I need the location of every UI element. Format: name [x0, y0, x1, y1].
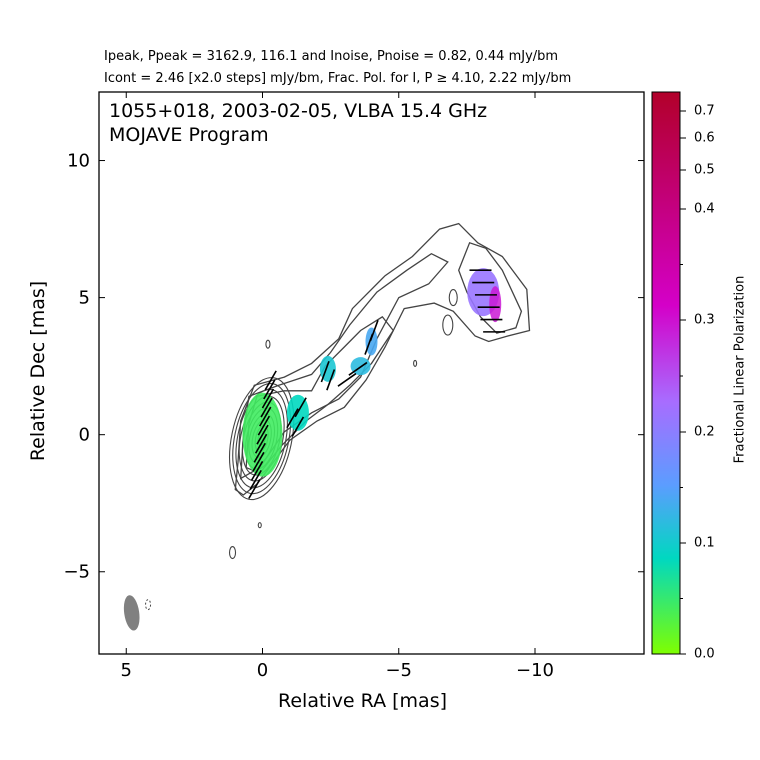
evpa-stick	[253, 442, 266, 463]
plot-frame	[98, 91, 645, 655]
evpa-stick	[249, 469, 262, 490]
colorbar-label: Fractional Linear Polarization	[732, 275, 748, 464]
x-tick-label: −5	[385, 660, 413, 681]
evpa-stick	[248, 479, 261, 499]
minor-contour-2	[228, 546, 237, 560]
evpa-stick	[326, 369, 336, 391]
axis-ticks	[99, 92, 686, 655]
evpa-stick	[348, 361, 368, 376]
evpa-stick	[252, 451, 265, 472]
evpa-stick	[337, 372, 357, 387]
colorbar-tick-label: 0.6	[694, 130, 715, 146]
evpa-stick	[294, 397, 307, 418]
colorbar-tick-label: 0.4	[694, 201, 715, 217]
minor-contour-1	[257, 522, 262, 529]
evpa-stick	[291, 416, 305, 437]
evpa-stick	[256, 424, 269, 445]
colorbar-tick-label: 0.7	[694, 103, 715, 119]
evpa-stick	[320, 361, 330, 383]
x-tick-label: −10	[516, 660, 554, 681]
colorbar-tick-label: 0.0	[694, 646, 715, 662]
polarization-patch-edge	[489, 286, 502, 323]
x-tick-label: 5	[120, 660, 132, 681]
colorbar-tick-label: 0.1	[694, 535, 715, 551]
y-tick-label: −5	[63, 561, 90, 583]
minor-contour-3	[413, 359, 418, 367]
jet-contour-1	[234, 222, 531, 496]
y-axis-label: Relative Dec [mas]	[27, 280, 49, 462]
evpa-stick	[259, 406, 272, 427]
y-tick-label: 5	[78, 287, 90, 309]
negative-contour	[145, 599, 152, 611]
chart-subtitle: MOJAVE Program	[109, 124, 269, 146]
x-tick-label: 0	[256, 660, 269, 681]
x-axis-label: Relative RA [mas]	[278, 690, 448, 712]
minor-contour-6	[448, 289, 458, 307]
evpa-stick	[257, 415, 271, 436]
minor-contour-4	[265, 339, 271, 349]
plot-area	[123, 222, 531, 631]
evpa-stick	[286, 408, 299, 429]
evpa-stick	[261, 388, 275, 409]
polarization-patch-5	[365, 327, 378, 356]
evpa-stick	[250, 460, 264, 481]
colorbar	[651, 91, 681, 655]
evpa-stick	[254, 433, 268, 454]
evpa-stick	[260, 397, 273, 418]
evpa-stick	[264, 370, 277, 391]
evpa-stick	[369, 319, 379, 342]
chart-title: 1055+018, 2003-02-05, VLBA 15.4 GHz	[109, 100, 488, 122]
evpa-stick	[263, 379, 276, 400]
colorbar-tick-label: 0.5	[694, 162, 715, 178]
y-tick-label: 10	[67, 150, 90, 172]
y-tick-label: 0	[78, 424, 90, 446]
minor-contour-5	[442, 314, 454, 336]
header-line-2: Icont = 2.46 [x2.0 steps] mJy/bm, Frac. …	[104, 71, 572, 86]
colorbar-tick-label: 0.3	[694, 312, 715, 328]
core-contour-1	[229, 377, 295, 501]
beam-ellipse	[123, 595, 140, 631]
colorbar-tick-label: 0.2	[694, 424, 715, 440]
header-line-1: Ipeak, Ppeak = 3162.9, 116.1 and Inoise,…	[104, 49, 559, 64]
